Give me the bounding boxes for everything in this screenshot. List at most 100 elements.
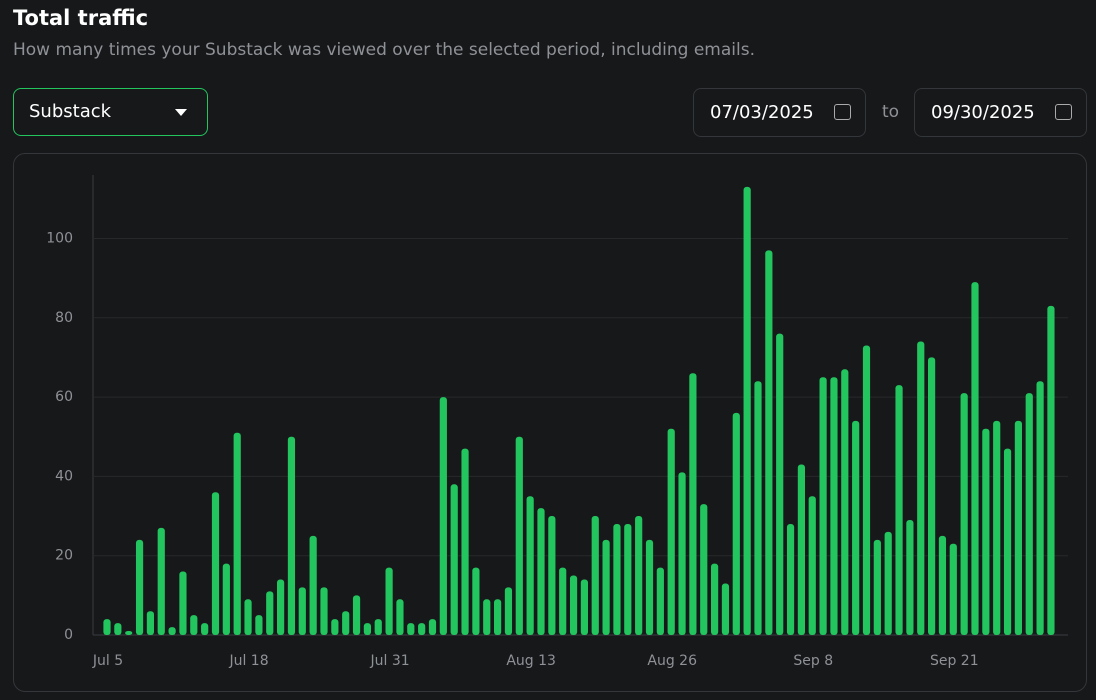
bar [428,619,437,635]
bar [233,432,241,635]
x-tick-label: Jul 31 [370,653,410,669]
bar [190,615,198,635]
bar [873,539,881,635]
bar [211,492,220,635]
bar [678,472,686,635]
y-tick-label: 80 [55,310,73,326]
bar [765,250,773,635]
x-tick-label: Sep 21 [930,653,979,669]
bar [1025,393,1033,635]
dropdown-arrow [175,109,187,116]
bar [602,539,610,635]
bar [667,428,675,635]
x-tick-label: Sep 8 [793,653,833,669]
bar [1003,448,1012,635]
bar [363,623,371,635]
bar [808,496,816,635]
dropdown-label: Substack [29,101,112,122]
bar [960,393,968,635]
start-date[interactable]: 07/03/2025 [693,88,866,137]
bar [917,341,925,635]
dropdown[interactable]: Substack [13,88,208,136]
bar [548,516,556,635]
bar [700,504,708,635]
bar [439,397,447,635]
y-tick-label: 20 [55,548,73,564]
bar [841,369,849,635]
bar [635,516,643,635]
bar [396,599,404,635]
bar [754,381,762,635]
bar [797,464,805,635]
bar [971,282,979,635]
bar [819,377,827,635]
bar [515,436,523,635]
bar [569,575,578,635]
bar [993,420,1001,635]
bar [418,623,426,635]
bar [331,619,339,635]
bar [374,619,382,635]
bar [938,535,947,635]
bar [287,436,296,635]
y-tick-label: 0 [64,627,73,643]
bar [982,428,990,635]
y-tick-label: 40 [55,468,73,484]
bar [862,345,871,635]
chart-card [13,153,1087,692]
y-tick-label: 60 [55,389,73,405]
bar [624,523,632,635]
bar [277,579,285,635]
to-label: to [882,102,900,122]
bar [645,539,654,635]
bar [1014,420,1022,635]
bar [179,571,187,635]
subtitle: How many times your Substack was viewed … [13,40,755,60]
bar [244,599,252,635]
bar [320,587,328,635]
bar [168,627,176,635]
bar [776,333,784,635]
bar [721,583,730,635]
bar [928,357,936,635]
bar [884,531,892,635]
calendar-icon [1055,104,1072,120]
bar [298,587,306,635]
bar [591,516,599,635]
y-tick-label: 100 [46,230,73,246]
bar [483,599,491,635]
bar [494,599,502,635]
bar [407,623,415,635]
bar [504,587,513,635]
end-date[interactable]: 09/30/2025 [914,88,1087,137]
bar [472,567,480,635]
calendar-icon [834,104,851,120]
bar [537,508,545,635]
bar [385,567,393,635]
x-tick-label: Aug 26 [647,653,697,669]
bar [830,377,838,635]
bar [949,543,957,635]
bar [255,615,263,635]
title: Total traffic [13,6,149,30]
x-tick-label: Jul 5 [92,653,123,669]
bar [103,619,111,635]
bar [146,611,154,635]
bar [1036,381,1044,635]
bar [266,591,274,635]
bar [559,567,567,635]
start-date-text: 07/03/2025 [710,102,814,123]
bar [1047,305,1055,635]
end-date-text: 09/30/2025 [931,102,1035,123]
bar [135,539,144,635]
bar [656,567,664,635]
bar [852,420,860,635]
bar [352,595,361,635]
bar [157,527,165,635]
bar [689,373,697,635]
bar [786,523,795,635]
bar [114,623,122,635]
x-tick-label: Jul 18 [228,653,268,669]
